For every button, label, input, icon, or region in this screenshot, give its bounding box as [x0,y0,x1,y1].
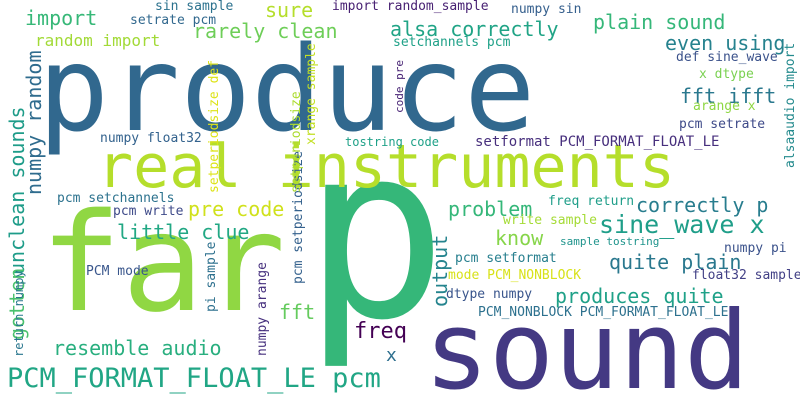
cloud-word: sine_wave x [599,210,765,239]
cloud-word: pcm setchannels [57,191,175,206]
cloud-word: float32 sample [692,268,800,283]
cloud-word: xrange sample [304,43,319,145]
cloud-word: sample tostring [560,235,660,248]
cloud-word: numpy pi [724,241,787,256]
cloud-word: know [495,226,544,250]
cloud-word: numpy float32 [100,131,202,146]
cloud-word: freq [354,319,407,344]
cloud-word: fft [279,300,316,324]
cloud-word: pcm write [113,204,184,219]
cloud-word: setrate pcm [130,13,217,28]
cloud-word: return numpy [12,270,26,357]
cloud-word: arange x [693,99,756,114]
cloud-word: import [25,6,98,30]
cloud-word: x dtype [699,67,754,82]
cloud-word: pi sample [204,241,219,312]
cloud-word: numpy random [22,50,46,196]
cloud-word: real instruments [97,132,675,202]
cloud-word: pcm setrate [679,117,766,132]
cloud-word: problem [448,197,533,221]
cloud-word: setformat PCM_FORMAT_FLOAT_LE [475,134,720,150]
cloud-word: sure [265,0,314,22]
cloud-word: sin sample [155,0,234,14]
cloud-word: alsa correctly [390,17,559,41]
cloud-word: even using [665,31,786,55]
cloud-word: write sample [503,213,597,228]
cloud-word: random import [35,31,161,50]
cloud-word: p [303,93,448,373]
cloud-word: setperiodsize [289,91,304,193]
cloud-word: pre code [188,197,285,221]
cloud-word: dtype numpy [446,287,533,302]
cloud-word: quite plain [609,250,742,274]
cloud-word: alsaaudio import [783,42,798,168]
cloud-word: def sine_wave [676,50,778,65]
cloud-word: resemble audio [53,336,222,360]
cloud-word: x [386,345,397,366]
cloud-word: far [40,185,286,343]
cloud-word: little clue [117,220,250,244]
cloud-word: numpy arange [255,262,270,356]
cloud-word: rarely clean [193,19,338,43]
cloud-word: produces quite [555,284,724,308]
cloud-word: import random_sample [332,0,489,14]
cloud-word: mode PCM_NONBLOCK [448,268,582,283]
cloud-word: fft ifft [680,84,777,108]
cloud-word: tostring code [345,135,439,149]
cloud-word: PCM_NONBLOCK PCM_FORMAT_FLOAT_LE [478,305,729,320]
cloud-word: freq return [548,194,635,209]
cloud-word: PCM_FORMAT_FLOAT_LE pcm [7,363,381,394]
cloud-word: correctly p [636,193,769,217]
cloud-word: pcm setformat [455,251,557,266]
cloud-word: setchannels pcm [393,35,511,50]
cloud-word: setperiodsize def [207,59,222,193]
cloud-word: code pre [393,60,406,113]
cloud-word: numpy sin [511,2,582,17]
cloud-word: sound [424,289,750,400]
cloud-word: PCM mode [86,264,149,279]
cloud-word: produce [38,20,536,158]
cloud-word: plain sound [593,10,726,34]
